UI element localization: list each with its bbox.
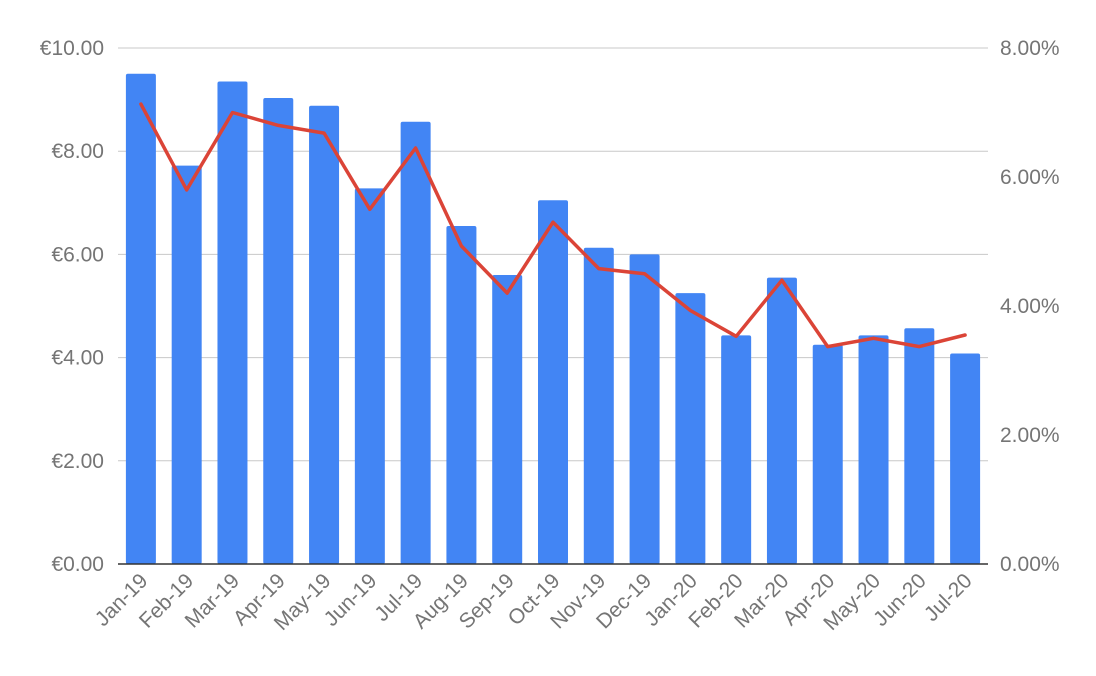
right-y-tick-label: 0.00%: [1000, 553, 1060, 576]
line-series-path: [139, 102, 967, 349]
bar: [217, 81, 248, 564]
bar: [354, 188, 385, 565]
bar: [538, 200, 568, 564]
left-y-tick-label: €0.00: [51, 553, 104, 576]
bar: [812, 344, 843, 564]
left-y-tick-label: €4.00: [51, 347, 104, 370]
x-tick-label: Jul-20: [920, 569, 977, 626]
bar: [492, 275, 523, 564]
bar: [629, 254, 660, 564]
right-y-tick-label: 2.00%: [1000, 424, 1060, 447]
right-y-axis: 0.00% 2.00% 4.00% 6.00% 8.00%: [1000, 37, 1060, 576]
left-y-tick-label: €6.00: [51, 243, 104, 266]
bar: [125, 73, 156, 565]
bar: [446, 226, 477, 564]
bar: [858, 335, 889, 564]
x-axis: Jan-19Feb-19Mar-19Apr-19May-19Jun-19Jul-…: [91, 563, 988, 635]
bar: [766, 277, 797, 564]
bar-series: [125, 73, 981, 565]
bar: [263, 98, 294, 564]
line-series: [139, 102, 967, 349]
bar: [904, 328, 935, 564]
right-y-tick-label: 6.00%: [1000, 166, 1060, 189]
bar: [950, 353, 981, 564]
bar: [721, 335, 752, 564]
bar: [400, 121, 431, 565]
left-y-axis: €0.00 €2.00 €4.00 €6.00 €8.00 €10.00: [40, 37, 104, 576]
left-y-tick-label: €2.00: [51, 450, 104, 473]
left-y-tick-label: €10.00: [40, 37, 104, 60]
bar: [309, 105, 340, 565]
bar: [171, 165, 202, 564]
right-y-tick-label: 8.00%: [1000, 37, 1060, 60]
right-y-tick-label: 4.00%: [1000, 295, 1060, 318]
x-tick-label: Jun-20: [869, 569, 931, 631]
bar: [675, 293, 706, 564]
left-y-tick-label: €8.00: [51, 140, 104, 163]
bar: [583, 247, 614, 564]
x-tick-label: Jun-19: [320, 569, 382, 631]
